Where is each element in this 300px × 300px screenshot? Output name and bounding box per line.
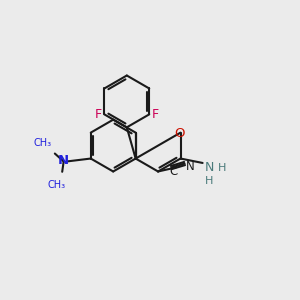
Text: H: H	[205, 176, 213, 186]
Text: CH₃: CH₃	[47, 180, 65, 190]
Text: C: C	[169, 165, 178, 178]
Text: F: F	[94, 108, 101, 121]
Text: O: O	[175, 127, 185, 140]
Text: N: N	[204, 161, 214, 175]
Text: H: H	[218, 163, 226, 173]
Text: F: F	[152, 108, 159, 121]
Text: N: N	[185, 160, 194, 173]
Text: N: N	[58, 154, 69, 167]
Text: CH₃: CH₃	[34, 138, 52, 148]
